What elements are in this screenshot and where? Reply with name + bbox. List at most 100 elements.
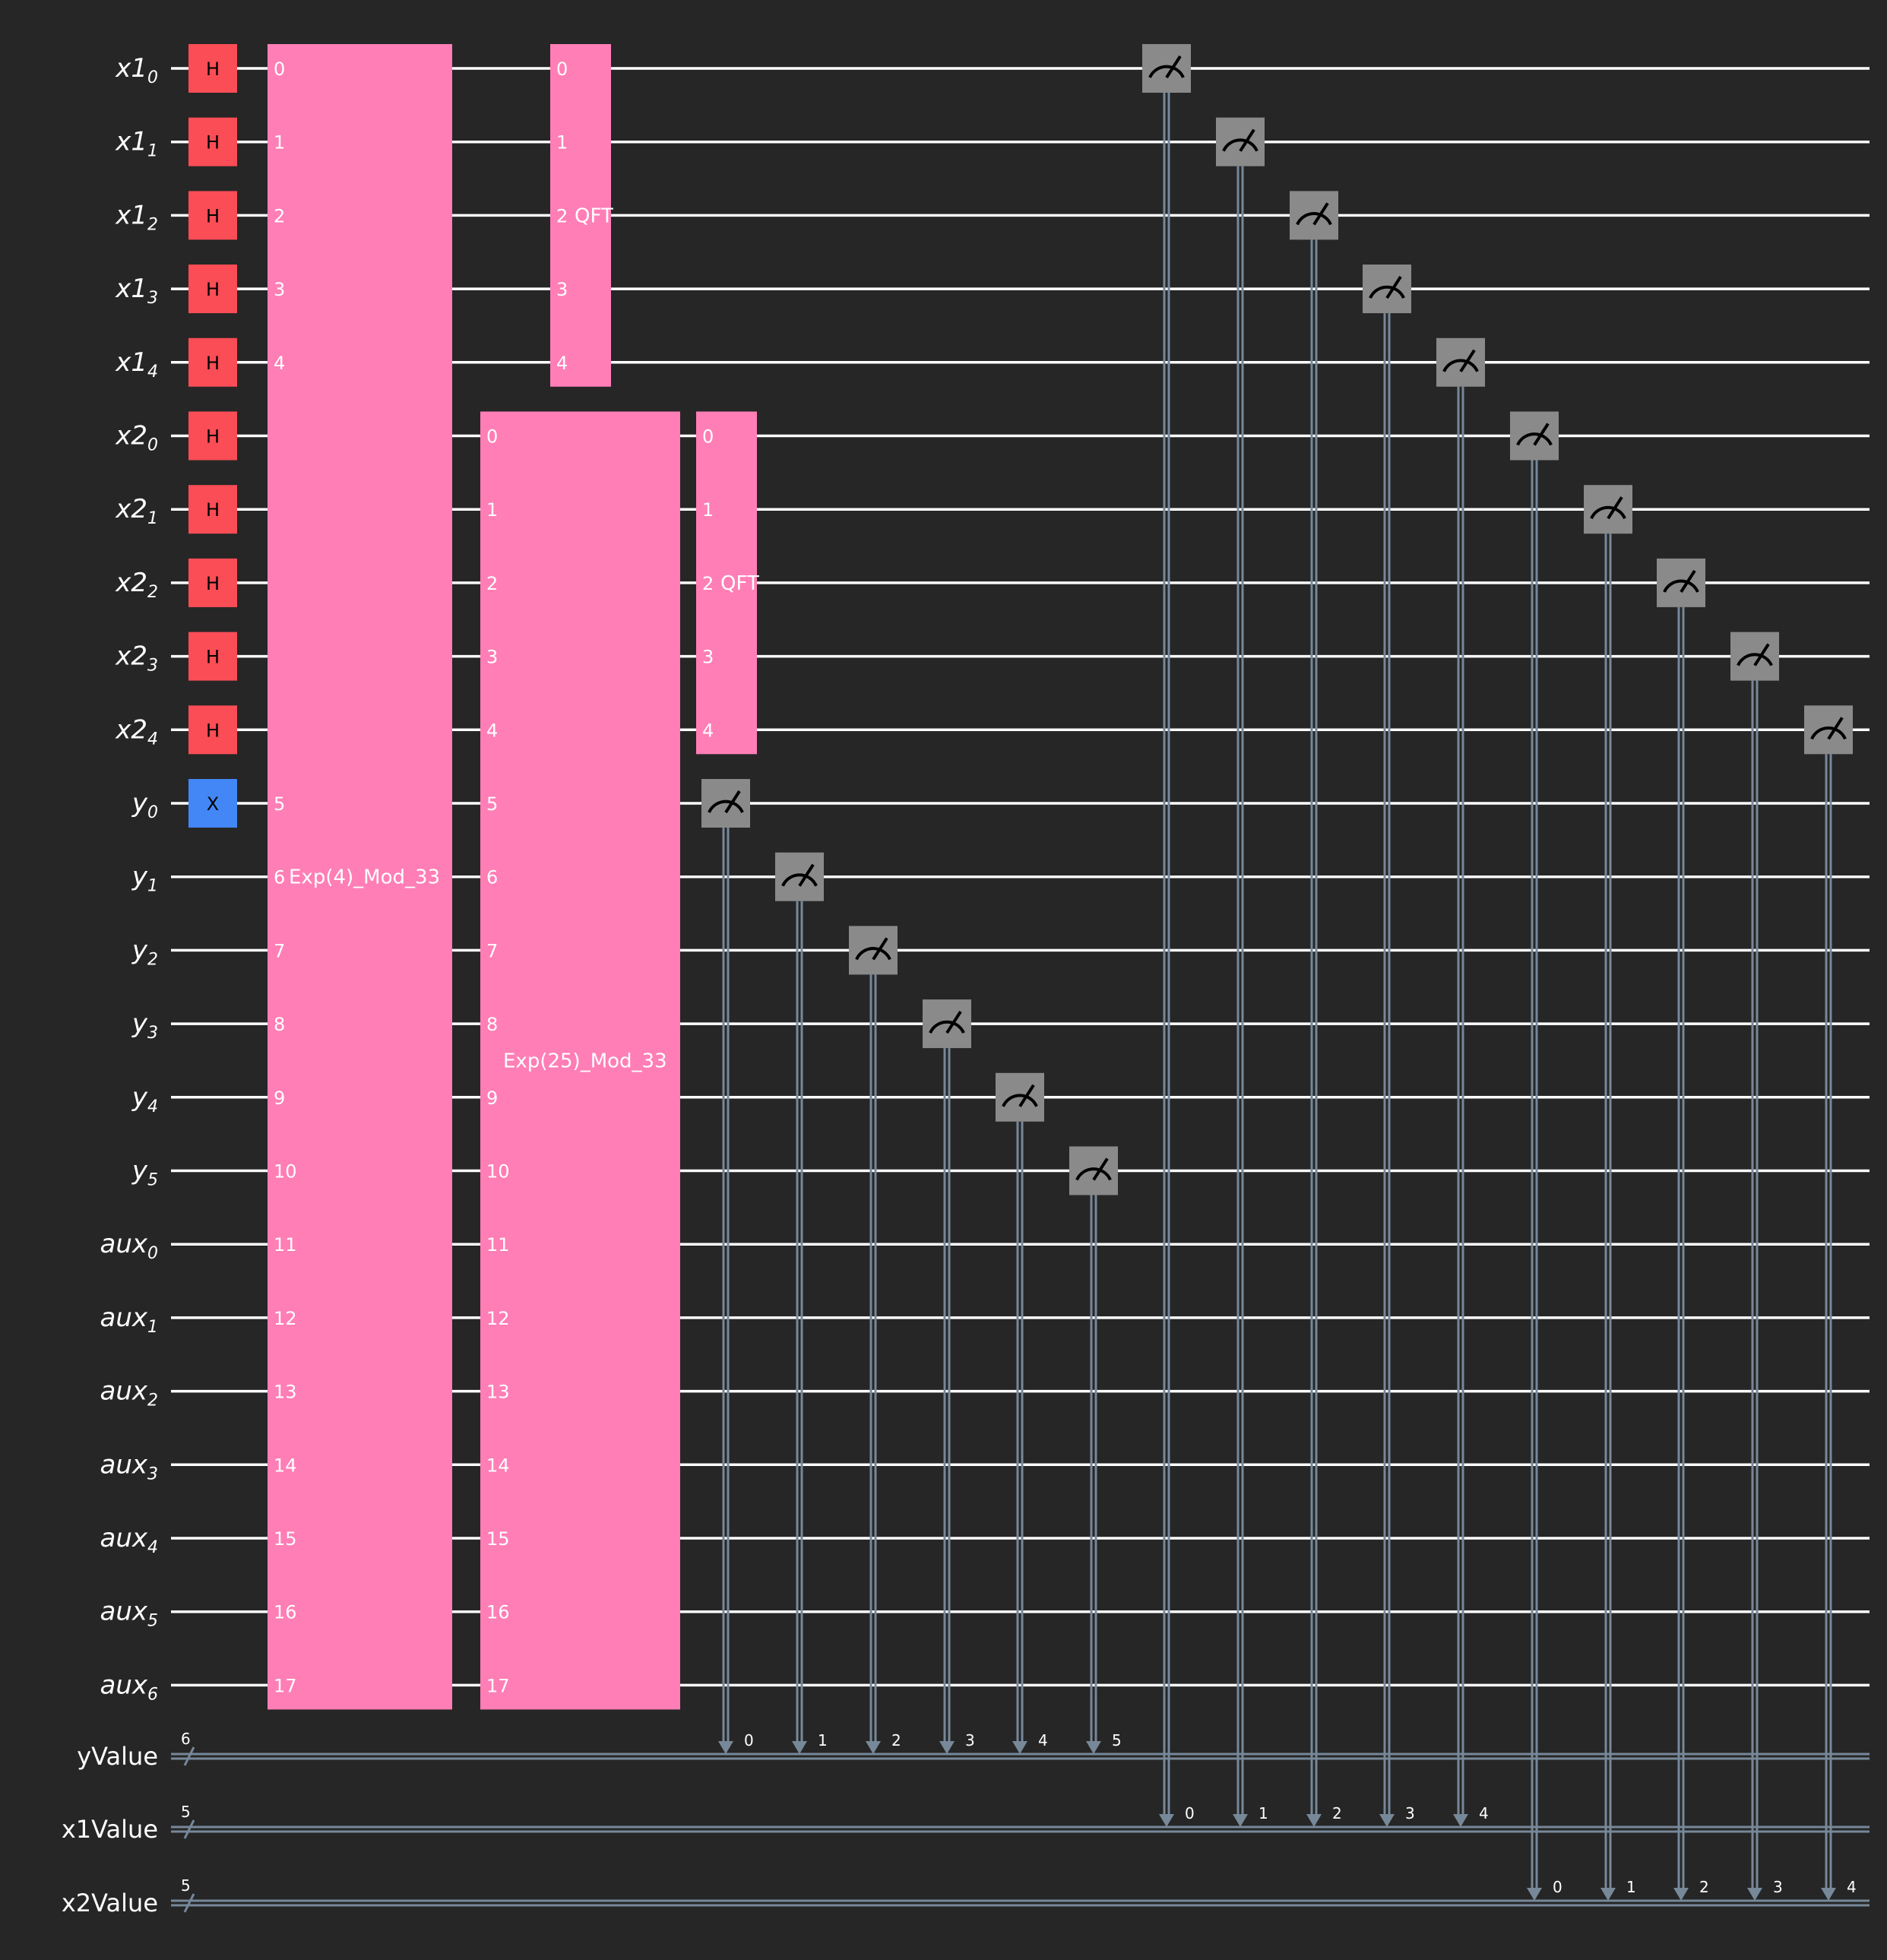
- classical-bit-index: 1: [1259, 1804, 1268, 1822]
- meter-needle-icon: [1385, 276, 1402, 299]
- gate-label: H: [206, 720, 220, 741]
- meter-needle-icon: [945, 1011, 962, 1034]
- hadamard-gate: [188, 337, 237, 387]
- classical-bit-index: 0: [744, 1731, 754, 1749]
- qubit-label: aux0: [100, 1229, 158, 1263]
- gate-pin-label: 5: [486, 793, 498, 815]
- gate-label: H: [206, 499, 220, 521]
- register-size-label: 6: [181, 1730, 191, 1748]
- classical-register-label: x2Value: [62, 1889, 158, 1917]
- register-size-label: 5: [181, 1876, 191, 1895]
- qubit-label: aux6: [100, 1670, 158, 1704]
- meter-icon: [1442, 359, 1479, 372]
- meter-icon: [1737, 653, 1773, 667]
- meter-icon: [1663, 579, 1699, 593]
- gate-label: Exp(4)_Mod_33: [289, 866, 440, 889]
- meter-icon: [1075, 1167, 1112, 1181]
- classical-register-label: yValue: [77, 1742, 158, 1771]
- meter-needle-icon: [1827, 717, 1844, 740]
- classical-bit-index: 2: [1332, 1804, 1342, 1822]
- meter-needle-icon: [1607, 496, 1623, 520]
- measure-gate: [775, 852, 824, 901]
- meter-icon: [1222, 138, 1259, 152]
- measure-arrow: [939, 1741, 955, 1754]
- bus-slash: [183, 1746, 195, 1766]
- qubit-label: y0: [131, 788, 158, 822]
- hadamard-gate: [188, 191, 237, 240]
- gate-label: H: [206, 647, 220, 668]
- gate-pin-label: 3: [274, 279, 285, 300]
- qubit-label: y2: [131, 935, 158, 969]
- gate-pin-label: 2: [702, 573, 714, 594]
- classical-wires: [171, 1746, 1870, 1913]
- gate-label: QFT: [575, 204, 613, 227]
- gate-pin-label: 16: [274, 1602, 297, 1623]
- qubit-label: aux5: [100, 1597, 158, 1631]
- measure-gate: [1730, 632, 1779, 681]
- gate-pin-label: 10: [274, 1161, 297, 1183]
- meter-needle-icon: [1753, 643, 1770, 667]
- gate-pin-label: 0: [556, 59, 568, 80]
- qubit-label: y3: [131, 1008, 158, 1043]
- measure-arrow: [1159, 1814, 1174, 1827]
- hadamard-gate: [188, 485, 237, 534]
- register-labels: x10 x11 x12 x13 x14 x20 x21 x22 x23 x24 y0 y1 y2 y3 y4…: [62, 53, 191, 1917]
- qubit-label: x10: [115, 53, 158, 87]
- meter-icon: [1369, 285, 1405, 299]
- meter-icon: [1002, 1094, 1038, 1107]
- meter-needle-icon: [798, 863, 815, 887]
- gate-pin-label: 11: [486, 1234, 510, 1255]
- x-gate: [188, 779, 237, 828]
- gate-pin-label: 1: [556, 132, 568, 154]
- gate-pin-label: 0: [486, 426, 498, 448]
- measure-arrow: [1306, 1814, 1322, 1827]
- gate-pin-label: 3: [556, 279, 568, 300]
- hadamard-gate: [188, 632, 237, 681]
- gate-label: X: [207, 793, 219, 815]
- meter-needle-icon: [724, 790, 741, 814]
- gate-pin-label: 17: [486, 1675, 510, 1696]
- qft-gate: [696, 411, 757, 755]
- meter-needle-icon: [1312, 202, 1329, 226]
- classical-bit-index: 0: [1185, 1804, 1195, 1822]
- gate-pin-label: 1: [274, 132, 285, 154]
- classical-bit-index: 3: [1773, 1878, 1783, 1896]
- qubit-label: aux3: [100, 1449, 158, 1483]
- measure-gate: [1804, 705, 1853, 755]
- gate-label: H: [206, 426, 220, 448]
- gate-pin-label: 4: [486, 720, 498, 741]
- classical-register-label: x1Value: [62, 1815, 158, 1844]
- register-size-label: 5: [181, 1803, 191, 1821]
- qubit-label: y4: [131, 1082, 158, 1116]
- qubit-label: y5: [131, 1156, 158, 1190]
- gate-pin-label: 0: [274, 59, 285, 80]
- classical-bit-index: 5: [1112, 1731, 1122, 1749]
- gates: HHHHHHHHHHX01234567891011121314151617Exp…: [188, 44, 759, 1710]
- gate-pin-label: 11: [274, 1234, 297, 1255]
- measure-arrow: [718, 1741, 733, 1754]
- gate-pin-label: 13: [486, 1382, 510, 1403]
- measurements: 0 1 2 3 4 5 0 1 2 3 4 0 1 2 3 4: [701, 44, 1857, 1901]
- gate-pin-label: 0: [702, 426, 714, 448]
- measure-arrow: [1821, 1888, 1836, 1901]
- qft-gate: [550, 44, 611, 387]
- gate-pin-label: 15: [486, 1528, 510, 1550]
- hadamard-gate: [188, 705, 237, 755]
- gate-pin-label: 1: [486, 499, 498, 521]
- qubit-label: x23: [115, 641, 158, 676]
- measure-gate: [1584, 485, 1632, 534]
- meter-icon: [1590, 505, 1626, 520]
- classical-bit-index: 0: [1553, 1878, 1562, 1896]
- gate-label: H: [206, 573, 220, 594]
- gate-pin-label: 16: [486, 1602, 510, 1623]
- measure-gate: [1216, 117, 1265, 166]
- meter-needle-icon: [1018, 1084, 1035, 1107]
- qubit-label: x20: [115, 421, 158, 455]
- meter-needle-icon: [1239, 128, 1255, 152]
- measure-gate: [1363, 264, 1411, 314]
- gate-pin-label: 6: [274, 867, 285, 888]
- gate-label: H: [206, 353, 220, 374]
- meter-needle-icon: [1459, 349, 1476, 372]
- measure-arrow: [1453, 1814, 1468, 1827]
- gate-pin-label: 15: [274, 1528, 297, 1550]
